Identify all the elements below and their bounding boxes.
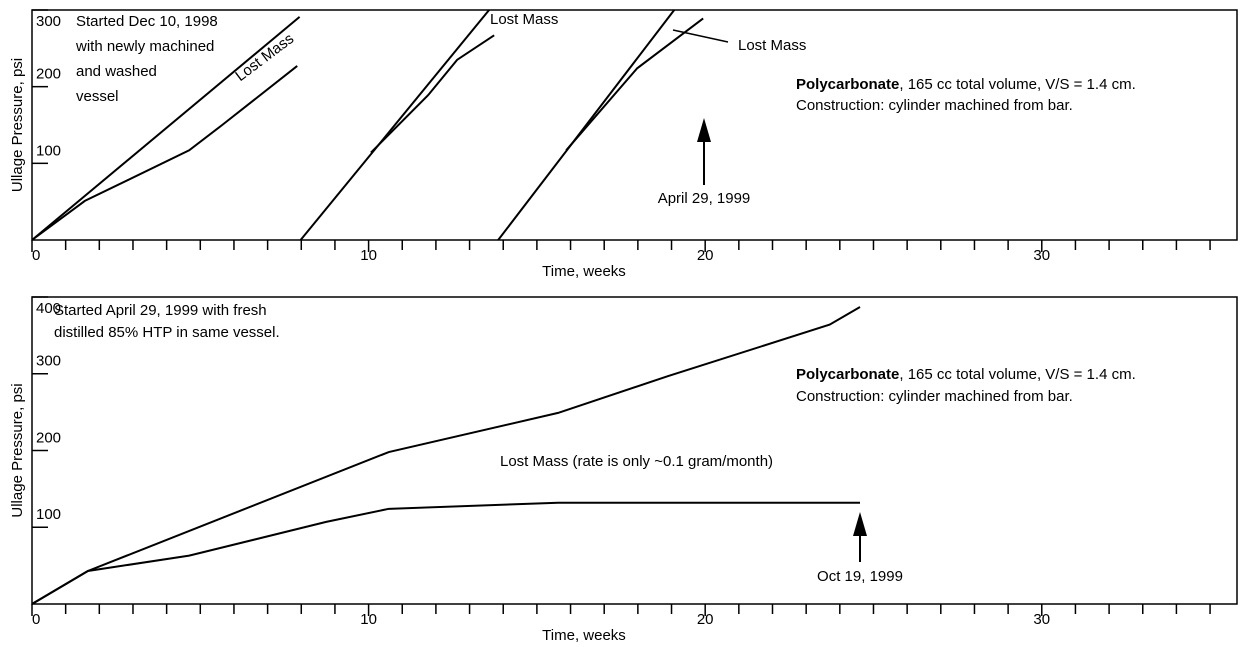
annotation: Polycarbonate, 165 cc total volume, V/S … [796,76,1136,93]
plot-frame [31,296,1238,605]
annotation: Construction: cylinder machined from bar… [796,388,1073,405]
y-tick-label: 300 [36,353,61,370]
data-line [370,34,495,154]
annotation-text: , 165 cc total volume, V/S = 1.4 cm. [899,366,1135,383]
y-tick-label: 100 [36,142,61,159]
y-tick-label: 400 [36,300,61,317]
data-line [497,9,676,241]
data-line [565,17,704,151]
arrow-head [697,118,711,142]
annotation: Lost Mass [738,37,806,54]
annotation: vessel [76,88,119,105]
annotation: distilled 85% HTP in same vessel. [54,324,280,341]
x-tick-label: 10 [360,611,377,628]
y-tick-label: 200 [36,429,61,446]
x-tick-label: 0 [32,247,40,264]
annotation: Oct 19, 1999 [817,568,903,585]
annotation: Lost Mass [232,30,297,85]
annotation: Started April 29, 1999 with fresh [54,302,267,319]
annotation-text: Lost Mass [490,11,558,28]
x-tick-label: 30 [1033,611,1050,628]
annotation-text: Started April 29, 1999 with fresh [54,302,267,319]
y-tick-label: 300 [36,13,61,30]
x-tick-label: 0 [32,611,40,628]
y-tick-label: 100 [36,506,61,523]
annotation-text: and washed [76,63,157,80]
annotation-text: with newly machined [75,38,214,55]
annotation-text: Started Dec 10, 1998 [76,13,218,30]
y-tick-label: 200 [36,66,61,83]
annotation: Construction: cylinder machined from bar… [796,97,1073,114]
x-axis-label: Time, weeks [542,263,626,280]
x-tick-label: 20 [697,247,714,264]
x-tick-label: 20 [697,611,714,628]
x-tick-label: 10 [360,247,377,264]
arrow-head [853,512,867,536]
annotation: and washed [76,63,157,80]
leader-line [672,29,729,43]
x-tick-label: 30 [1033,247,1050,264]
annotation-text: Construction: cylinder machined from bar… [796,388,1073,405]
annotation: Lost Mass (rate is only ~0.1 gram/month) [500,453,773,470]
annotation: April 29, 1999 [658,190,751,207]
annotation-text: Oct 19, 1999 [817,568,903,585]
annotation-text: , 165 cc total volume, V/S = 1.4 cm. [899,76,1135,93]
data-line [31,65,298,241]
annotation-text: Lost Mass [738,37,806,54]
annotation-text: Lost Mass [232,30,297,85]
annotation-text: distilled 85% HTP in same vessel. [54,324,280,341]
annotation-bold: Polycarbonate [796,366,899,383]
annotation: Polycarbonate, 165 cc total volume, V/S … [796,366,1136,383]
annotation: Lost Mass [490,11,558,28]
x-axis-label: Time, weeks [542,627,626,644]
y-axis-label: Ullage Pressure, psi [9,383,26,517]
data-line [31,16,301,241]
annotation-text: Lost Mass (rate is only ~0.1 gram/month) [500,453,773,470]
annotation-bold: Polycarbonate [796,76,899,93]
plot-frame [31,9,1238,241]
annotation-text: Construction: cylinder machined from bar… [796,97,1073,114]
annotation-text: vessel [76,88,119,105]
y-axis-label: Ullage Pressure, psi [9,58,26,192]
data-line [31,501,861,605]
annotation-text: April 29, 1999 [658,190,751,207]
annotation: with newly machined [75,38,214,55]
data-line [299,9,490,241]
annotation: Started Dec 10, 1998 [76,13,218,30]
